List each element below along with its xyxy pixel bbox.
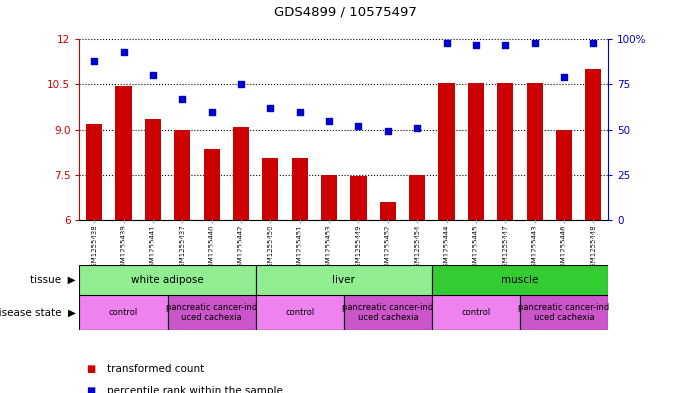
- Bar: [167, 295, 256, 330]
- Point: [147, 72, 158, 79]
- Bar: [145, 119, 161, 220]
- Point: [206, 108, 217, 115]
- Point: [441, 40, 452, 46]
- Text: percentile rank within the sample: percentile rank within the sample: [107, 386, 283, 393]
- Bar: [344, 295, 432, 330]
- Bar: [439, 83, 455, 220]
- Bar: [256, 265, 432, 295]
- Text: ■: ■: [86, 364, 95, 375]
- Bar: [263, 158, 278, 220]
- Text: tissue  ▶: tissue ▶: [30, 275, 76, 285]
- Text: muscle: muscle: [501, 275, 539, 285]
- Point: [177, 96, 188, 102]
- Bar: [432, 265, 608, 295]
- Bar: [380, 202, 396, 220]
- Bar: [520, 295, 608, 330]
- Point: [353, 123, 364, 129]
- Text: ■: ■: [86, 386, 95, 393]
- Point: [236, 81, 247, 88]
- Text: transformed count: transformed count: [107, 364, 205, 375]
- Bar: [409, 175, 425, 220]
- Bar: [527, 83, 542, 220]
- Bar: [585, 70, 601, 220]
- Bar: [79, 265, 256, 295]
- Text: liver: liver: [332, 275, 355, 285]
- Point: [323, 118, 334, 124]
- Text: pancreatic cancer-ind
uced cachexia: pancreatic cancer-ind uced cachexia: [518, 303, 609, 322]
- Point: [558, 74, 569, 81]
- Text: control: control: [285, 308, 314, 317]
- Text: pancreatic cancer-ind
uced cachexia: pancreatic cancer-ind uced cachexia: [166, 303, 257, 322]
- Bar: [556, 130, 572, 220]
- Text: disease state  ▶: disease state ▶: [0, 307, 76, 318]
- Bar: [115, 86, 131, 220]
- Bar: [432, 295, 520, 330]
- Bar: [350, 176, 366, 220]
- Point: [412, 125, 423, 131]
- Bar: [174, 130, 190, 220]
- Point: [294, 108, 305, 115]
- Bar: [79, 295, 167, 330]
- Point: [265, 105, 276, 111]
- Bar: [256, 295, 343, 330]
- Text: control: control: [109, 308, 138, 317]
- Text: pancreatic cancer-ind
uced cachexia: pancreatic cancer-ind uced cachexia: [342, 303, 433, 322]
- Point: [118, 49, 129, 55]
- Bar: [498, 83, 513, 220]
- Text: white adipose: white adipose: [131, 275, 204, 285]
- Bar: [321, 175, 337, 220]
- Point: [500, 42, 511, 48]
- Point: [382, 129, 393, 135]
- Bar: [86, 124, 102, 220]
- Point: [588, 40, 599, 46]
- Text: GDS4899 / 10575497: GDS4899 / 10575497: [274, 6, 417, 19]
- Text: control: control: [462, 308, 491, 317]
- Bar: [292, 158, 307, 220]
- Point: [88, 58, 100, 64]
- Bar: [468, 83, 484, 220]
- Point: [471, 42, 482, 48]
- Point: [529, 40, 540, 46]
- Bar: [204, 149, 220, 220]
- Bar: [233, 127, 249, 220]
